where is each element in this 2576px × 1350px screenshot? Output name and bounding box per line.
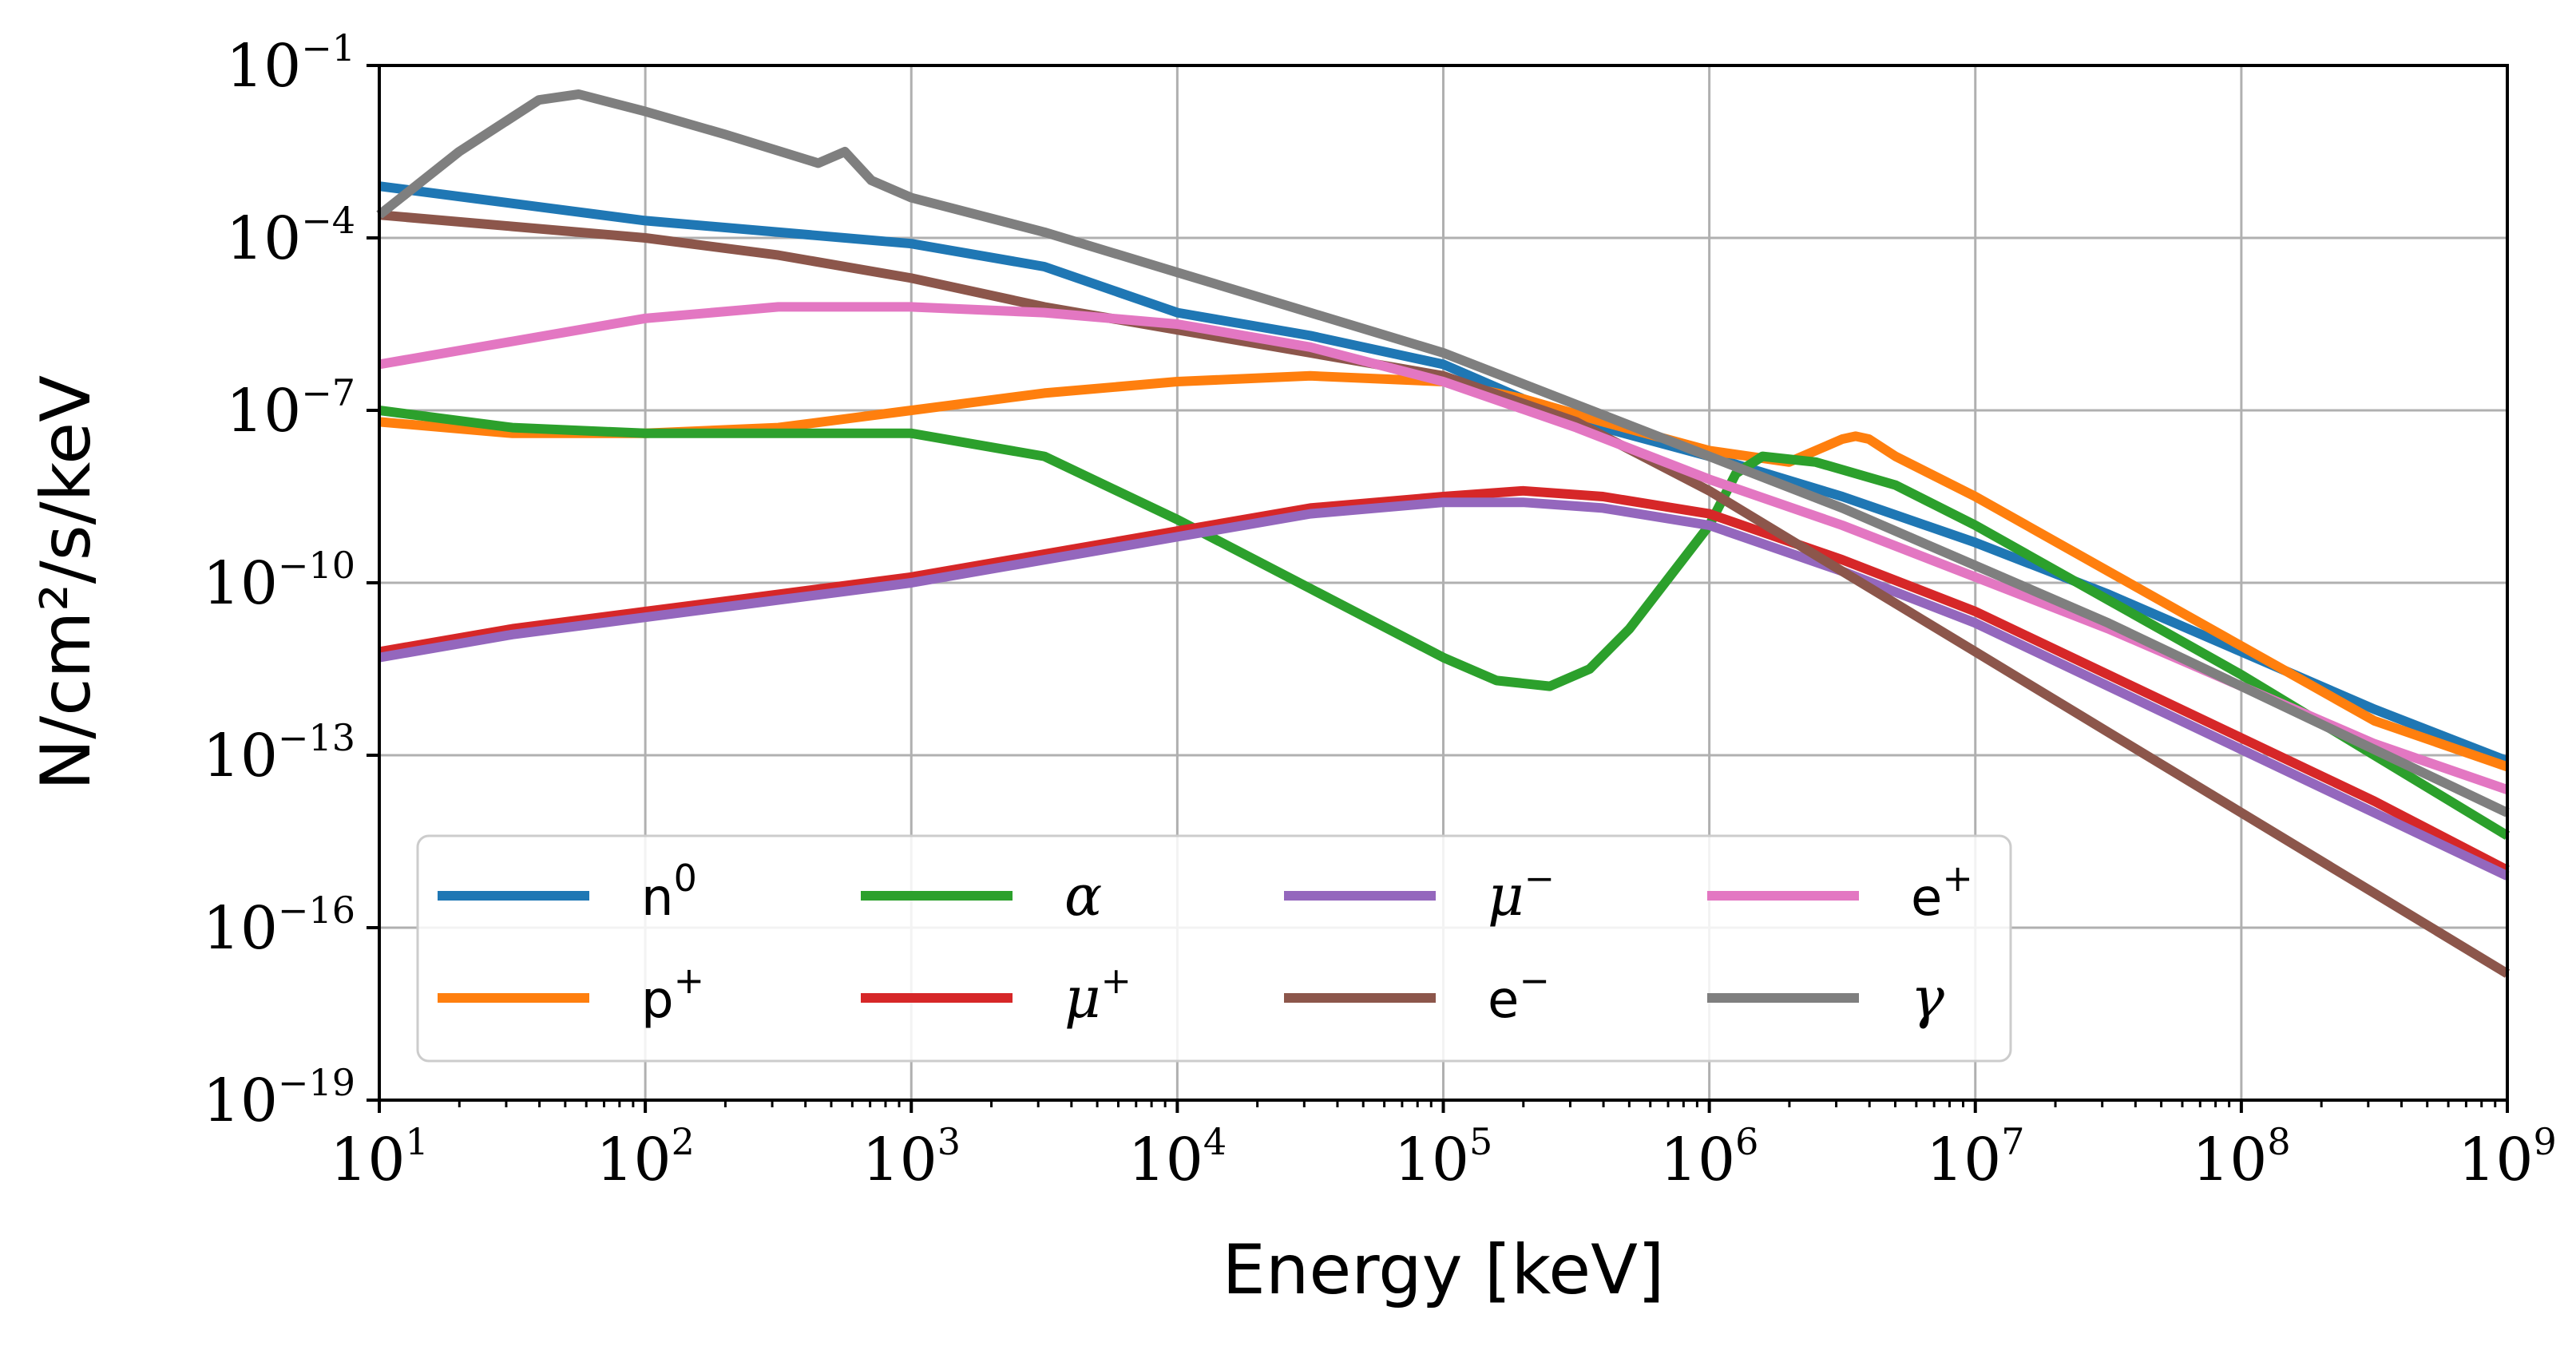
x-tick-label: 109 (2458, 1120, 2556, 1194)
x-tick-label: 101 (330, 1120, 428, 1194)
x-tick-label: 107 (1926, 1120, 2024, 1194)
series-layer (376, 89, 2511, 978)
legend-box (416, 834, 2012, 1063)
y-tick-label: 10−10 (203, 544, 355, 618)
x-tick-label: 103 (862, 1120, 961, 1194)
y-tick-label: 10−1 (226, 26, 355, 101)
legend-label-gamma: γ (1911, 965, 1944, 1031)
y-tick-label: 10−16 (203, 889, 355, 963)
y-tick-label: 10−4 (226, 199, 355, 273)
legend-label-alpha: α (1064, 863, 1102, 928)
legend-label-mu+: μ+ (1064, 959, 1131, 1031)
x-axis-label: Energy [keV] (1222, 1230, 1664, 1310)
tick-labels: 101 102 103 104 105 106 107 108 109 10−19 10−16 10−… (203, 26, 2557, 1194)
ticks (367, 64, 2509, 1113)
series-line-mu- (378, 497, 2510, 881)
y-tick-label: 10−19 (203, 1061, 355, 1135)
legend: n0 p+ α μ+ μ− e− e+ γ (416, 834, 2012, 1063)
legend-label-e+: e+ (1911, 857, 1973, 928)
x-tick-label: 105 (1394, 1120, 1492, 1194)
y-tick-label: 10−13 (203, 716, 355, 790)
y-tick-label: 10−7 (226, 371, 355, 445)
series-line-p+ (378, 370, 2509, 772)
legend-label-p+: p+ (641, 959, 704, 1030)
legend-label-n0: n0 (641, 857, 697, 928)
series-line-mu+ (378, 485, 2510, 875)
series-line-gamma (376, 89, 2510, 818)
series-line-alpha (378, 406, 2511, 840)
legend-label-mu-: μ− (1488, 857, 1555, 928)
legend-label-e-: e− (1488, 959, 1550, 1030)
x-tick-label: 108 (2192, 1120, 2290, 1194)
y-axis-label: N/cm²/s/keV (26, 375, 106, 790)
x-tick-label: 104 (1128, 1120, 1227, 1194)
x-tick-label: 102 (596, 1120, 694, 1194)
x-tick-label: 106 (1660, 1120, 1758, 1194)
series-line-e- (378, 210, 2511, 978)
